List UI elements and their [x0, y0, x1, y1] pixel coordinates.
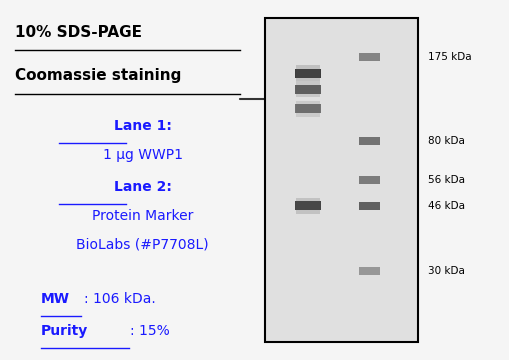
Text: 175 kDa: 175 kDa	[428, 52, 471, 62]
Text: : 15%: : 15%	[130, 324, 169, 338]
Text: 2: 2	[363, 0, 374, 4]
Text: 10% SDS-PAGE: 10% SDS-PAGE	[15, 25, 142, 40]
Text: 30 kDa: 30 kDa	[428, 266, 464, 276]
Text: MW: MW	[41, 292, 70, 306]
Text: : 106 kDa.: : 106 kDa.	[84, 292, 156, 306]
Text: 56 kDa: 56 kDa	[428, 175, 465, 185]
Text: Coomassie staining: Coomassie staining	[15, 68, 181, 84]
Text: 1: 1	[302, 0, 313, 4]
Text: Purity: Purity	[41, 324, 88, 338]
Text: 46 kDa: 46 kDa	[428, 201, 465, 211]
Text: Lane 1:: Lane 1:	[114, 119, 172, 133]
Text: Protein Marker: Protein Marker	[92, 209, 193, 223]
Text: Lane 2:: Lane 2:	[114, 180, 172, 194]
Text: 1 μg WWP1: 1 μg WWP1	[103, 148, 182, 162]
Text: 80 kDa: 80 kDa	[428, 136, 464, 146]
Text: BioLabs (#P7708L): BioLabs (#P7708L)	[76, 238, 209, 252]
